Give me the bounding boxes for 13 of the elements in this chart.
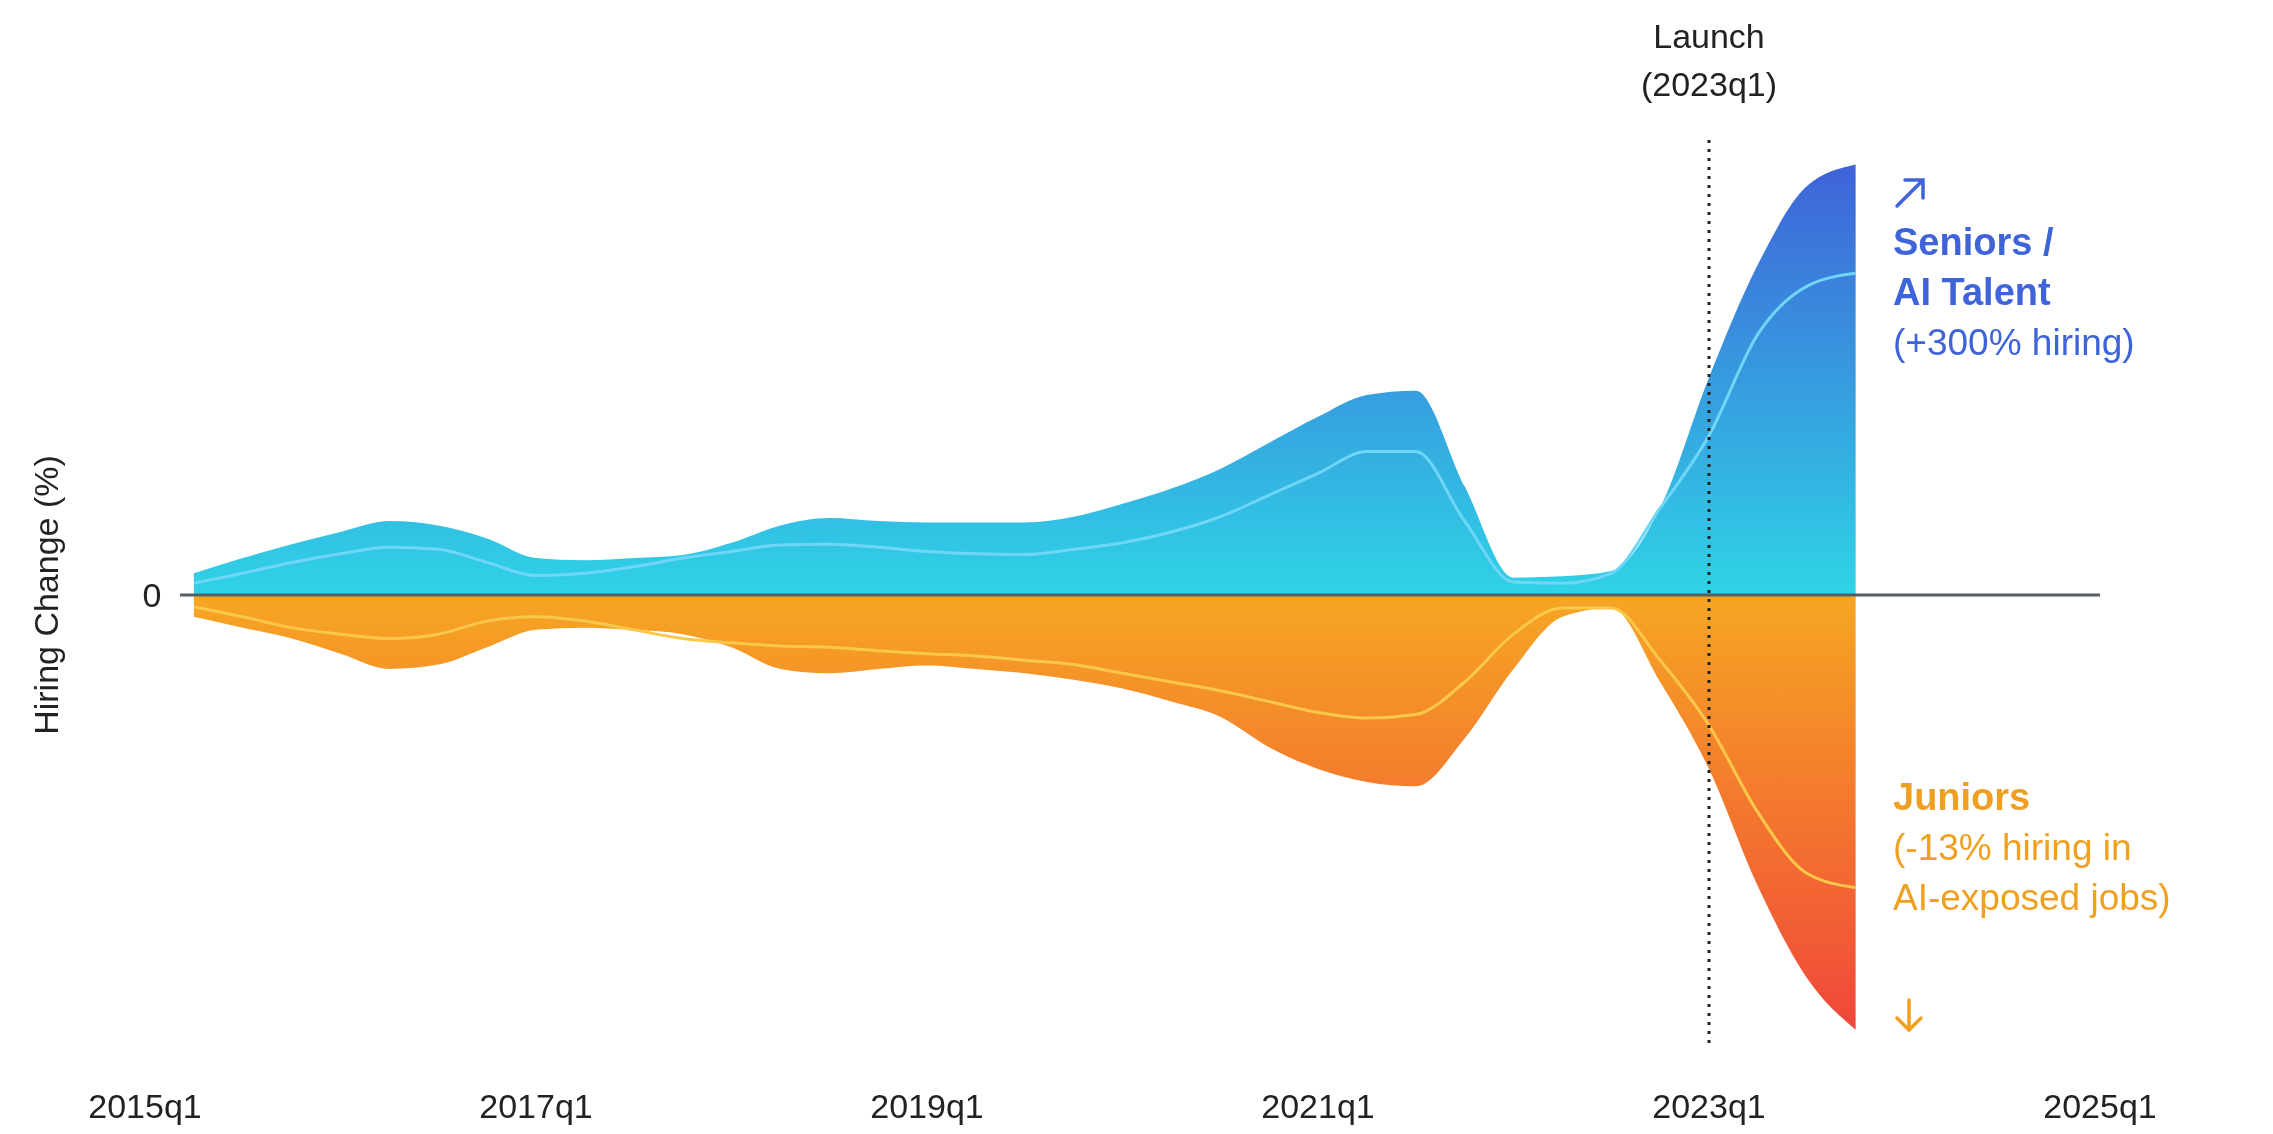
x-tick-label: 2015q1 xyxy=(88,1087,202,1125)
x-tick-label: 2017q1 xyxy=(479,1087,593,1125)
x-tick-label: 2023q1 xyxy=(1652,1087,1766,1125)
series-label: Juniors xyxy=(1893,776,2031,818)
x-tick-label: 2019q1 xyxy=(870,1087,984,1125)
annotation: (-13% hiring in AI-exposed jobs) xyxy=(1893,827,2171,918)
annotation: (+300% hiring) xyxy=(1893,322,2135,363)
x-tick-label: 2025q1 xyxy=(2043,1087,2157,1125)
ref-line-label: 0 xyxy=(142,576,162,615)
x-tick-label: 2021q1 xyxy=(1261,1087,1375,1125)
y-axis-title: Hiring Change (%) xyxy=(27,455,65,735)
legend-label: Seniors / AI Talent xyxy=(1893,221,2054,313)
ref-line-label: Launch (2023q1) xyxy=(1640,17,1778,103)
